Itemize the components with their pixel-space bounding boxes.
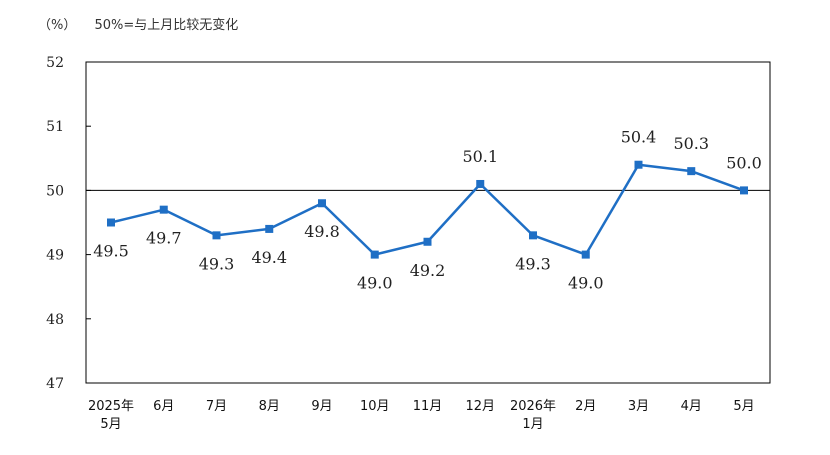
x-tick-label: 9月 [311, 399, 332, 414]
data-label: 49.0 [357, 274, 393, 293]
reference-note: 50%=与上月比较无变化 [94, 18, 239, 33]
y-tick-label: 49 [46, 248, 64, 264]
data-label: 49.0 [568, 274, 604, 293]
x-tick-label: 2026年 [510, 399, 556, 414]
x-tick-label: 1月 [522, 417, 543, 432]
x-tick-label: 2025年 [88, 399, 134, 414]
data-point [634, 160, 643, 169]
x-tick-label: 7月 [206, 399, 227, 414]
x-tick-label: 5月 [733, 399, 754, 414]
x-tick-label: 3月 [628, 399, 649, 414]
y-tick-labels: 47 48 49 50 51 52 [46, 55, 64, 392]
data-point [476, 179, 485, 188]
x-tick-label: 6月 [153, 399, 174, 414]
data-point [159, 205, 168, 214]
x-tick-label: 5月 [100, 417, 121, 432]
x-tick-label: 4月 [681, 399, 702, 414]
data-label: 50.3 [673, 134, 709, 153]
data-point [107, 218, 115, 227]
data-point [581, 250, 590, 259]
x-tick-label: 8月 [259, 399, 280, 414]
x-tick-label: 2月 [575, 399, 596, 414]
series-layer [107, 160, 748, 259]
x-tick-labels: 2025年 5月 6月 7月 8月 9月 10月 11月 12月 2026年 1月 2月 3月 4月 5月 [88, 399, 755, 432]
x-tick-label: 12月 [465, 399, 495, 414]
chart-axes [85, 61, 771, 384]
data-label: 49.5 [93, 242, 129, 261]
data-labels: 49.5 49.7 49.3 49.4 49.8 49.0 49.2 50.1 49.3 49.0… [93, 128, 762, 293]
y-tick-label: 52 [46, 55, 64, 71]
y-tick-label: 48 [46, 312, 64, 328]
data-point [740, 186, 748, 195]
data-point [687, 167, 696, 176]
data-label: 49.4 [251, 248, 287, 267]
data-label: 49.2 [410, 261, 446, 280]
data-label: 49.7 [146, 229, 182, 248]
data-label: 50.1 [462, 147, 498, 166]
data-label: 49.3 [515, 254, 551, 273]
data-label: 50.4 [621, 128, 657, 147]
data-point [212, 231, 221, 240]
x-tick-label: 10月 [360, 399, 390, 414]
data-point [529, 231, 537, 240]
data-point [423, 237, 432, 246]
data-point [265, 224, 274, 233]
y-tick-label: 50 [46, 183, 64, 199]
data-point [370, 250, 379, 259]
data-label: 49.3 [199, 254, 235, 273]
y-tick-label: 51 [46, 119, 64, 135]
plot-frame [85, 61, 771, 384]
x-tick-label: 11月 [413, 399, 443, 414]
data-point [318, 199, 326, 208]
chart-header: （%） 50%=与上月比较无变化 [38, 14, 252, 33]
y-tick-label: 47 [46, 376, 64, 392]
unit-label: （%） [38, 18, 77, 33]
data-label: 49.8 [304, 222, 340, 241]
data-label: 50.0 [726, 153, 762, 172]
